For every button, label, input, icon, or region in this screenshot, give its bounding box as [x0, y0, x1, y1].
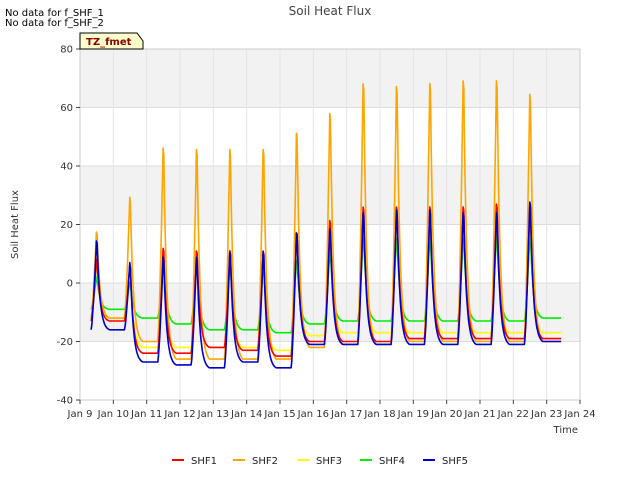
- y-axis: -40 -20 0 20 40 60 80: [57, 45, 80, 407]
- x-tick-label: Jan 19: [397, 409, 429, 420]
- y-tick-label: 40: [60, 162, 73, 173]
- series-lines: [90, 80, 562, 369]
- legend-label-shf2: SHF2: [252, 456, 278, 467]
- timezone-badge: TZ_fmet: [79, 32, 144, 50]
- x-tick-label: Jan 18: [363, 409, 395, 420]
- x-tick-label: Jan 13: [197, 409, 229, 420]
- x-tick-label: Jan 23: [530, 409, 562, 420]
- plot-band: [80, 283, 580, 342]
- plot-band: [80, 49, 580, 108]
- x-tick-label: Jan 12: [163, 409, 195, 420]
- x-tick-label: Jan 9: [67, 409, 93, 420]
- legend-label-shf4: SHF4: [379, 456, 405, 467]
- legend-label-shf3: SHF3: [316, 456, 342, 467]
- x-tick-label: Jan 20: [430, 409, 462, 420]
- y-tick-label: 60: [60, 103, 73, 114]
- no-data-message-2: No data for f_SHF_2: [5, 18, 104, 29]
- x-tick-label: Jan 21: [463, 409, 495, 420]
- x-tick-label: Jan 10: [97, 409, 129, 420]
- legend: SHF1 SHF2 SHF3 SHF4 SHF5: [172, 456, 468, 467]
- x-tick-label: Jan 15: [263, 409, 295, 420]
- y-axis-label: Soil Heat Flux: [10, 190, 21, 259]
- x-tick-label: Jan 22: [497, 409, 529, 420]
- no-data-message-1: No data for f_SHF_1: [5, 8, 104, 19]
- series-line-shf5: [90, 201, 562, 369]
- plot-band: [80, 166, 580, 225]
- legend-label-shf1: SHF1: [191, 456, 217, 467]
- y-tick-label: -40: [57, 396, 73, 407]
- y-tick-label: 20: [60, 220, 73, 231]
- y-tick-label: 0: [67, 279, 73, 290]
- x-tick-label: Jan 14: [230, 409, 262, 420]
- plot-band: [80, 341, 580, 400]
- x-tick-label: Jan 24: [563, 409, 595, 420]
- x-axis-label: Time: [553, 425, 578, 436]
- chart-title: Soil Heat Flux: [289, 4, 372, 18]
- timezone-label: TZ_fmet: [86, 37, 132, 48]
- x-tick-label: Jan 16: [297, 409, 329, 420]
- x-tick-label: Jan 11: [130, 409, 162, 420]
- x-tick-label: Jan 17: [330, 409, 362, 420]
- y-tick-label: 80: [60, 45, 73, 56]
- x-axis: Jan 9 Jan 10 Jan 11 Jan 12 Jan 13 Jan 14 Jan 1…: [67, 400, 596, 420]
- legend-label-shf5: SHF5: [442, 456, 468, 467]
- y-tick-label: -20: [57, 337, 73, 348]
